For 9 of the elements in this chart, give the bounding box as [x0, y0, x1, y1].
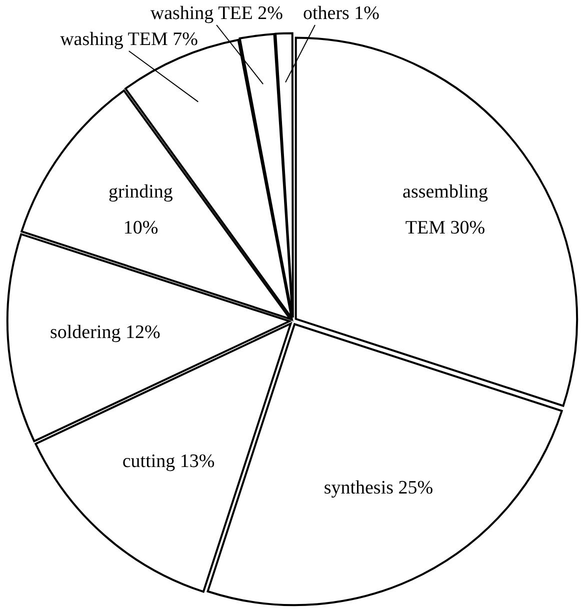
slice-label: synthesis 25% — [324, 478, 434, 499]
slice-label: assembling TEM 30% — [402, 181, 489, 238]
data-label: 10% — [123, 217, 158, 238]
slice-label: cutting 13% — [122, 451, 215, 472]
slice-label: grinding — [108, 181, 174, 202]
slice-label: washing TEM 7% — [60, 28, 198, 50]
slice-label: washing TEE 2% — [150, 2, 284, 24]
slice-label: soldering 12% — [50, 322, 160, 343]
slice-label: others 1% — [303, 2, 380, 24]
